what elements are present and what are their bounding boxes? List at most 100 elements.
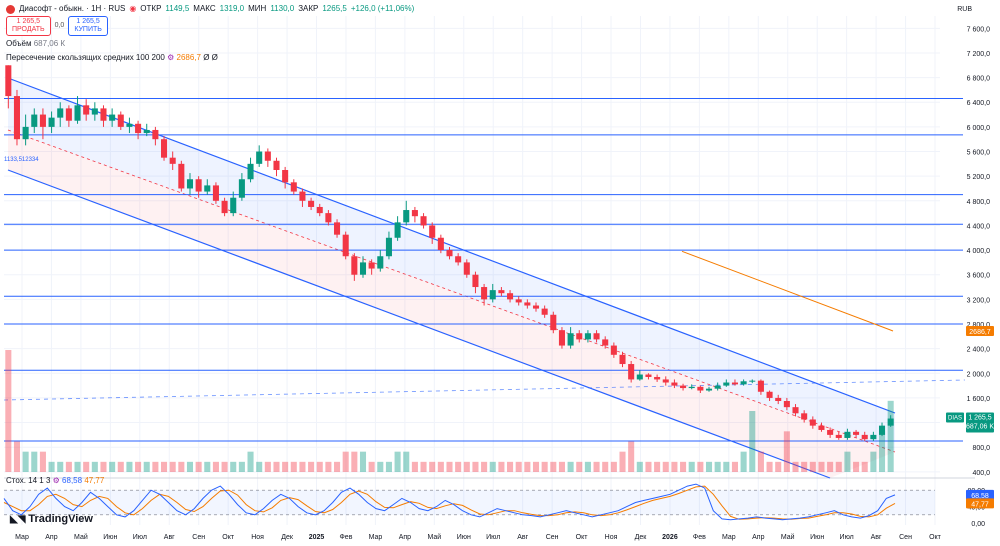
candle-body (5, 65, 12, 97)
candle-body (818, 425, 825, 430)
currency-label[interactable]: RUB (957, 6, 972, 13)
x-tick-label: Дек (635, 534, 648, 541)
candle-body (48, 117, 55, 127)
candle-body (576, 333, 583, 340)
volume-bar (247, 451, 254, 472)
candle-body (238, 179, 245, 198)
volume-bar (342, 451, 349, 472)
close-value: 1265,5 (322, 4, 347, 13)
volume-bar (334, 461, 341, 472)
candle-body (870, 434, 877, 440)
buy-button[interactable]: 1 265,5 КУПИТЬ (68, 16, 108, 36)
volume-bar (870, 451, 877, 472)
stoch-label: Стох. 14 1 3 (6, 476, 51, 485)
candle-body (662, 379, 669, 383)
volume-bar (299, 461, 306, 472)
volume-bar (775, 461, 782, 472)
candle-body (161, 139, 168, 158)
y-tick-label: 6 800,0 (967, 76, 990, 83)
candle-body (256, 151, 263, 164)
candle-body (887, 418, 894, 426)
volume-bar (48, 461, 55, 472)
candle-body (212, 185, 219, 201)
volume-bar (169, 461, 176, 472)
volume-bar (740, 451, 747, 472)
time-axis[interactable]: Мар Апр Май Июн Июл Авг Сен Окт Ноя Дек 2025 Фев Мар… (4, 157, 942, 541)
candle-body (481, 287, 488, 300)
volume-bar (705, 461, 713, 472)
volume-bar (550, 461, 557, 472)
stoch-settings-icon[interactable]: ⚙ (52, 476, 60, 485)
y-tick-label: 2 800,0 (967, 322, 990, 329)
price-axis[interactable]: 7 600,0 7 200,0 6 800,0 6 400,0 6 000,0 5 600… (967, 26, 990, 528)
candle-body (282, 170, 289, 183)
settings-icon[interactable]: ⚙ (167, 53, 175, 62)
x-tick-label: Июл (840, 534, 854, 541)
candle-body (705, 388, 713, 391)
eye-icon[interactable]: ◉ (129, 4, 137, 13)
volume-bar (325, 461, 332, 472)
volume-bar (212, 461, 219, 472)
channel-fill-upper (8, 78, 895, 452)
candle-body (13, 96, 21, 140)
volume-bar (671, 461, 678, 472)
stoch-tag-value: 47,77 (971, 501, 989, 508)
volume-bar (221, 461, 228, 472)
candle-body (645, 374, 652, 377)
candle-body (100, 108, 107, 121)
x-tick-label: Дек (281, 534, 294, 541)
candle-body (316, 206, 323, 214)
candle-body (39, 114, 46, 127)
x-tick-label: Фев (693, 534, 706, 541)
x-tick-label: Сен (192, 534, 205, 541)
candle-body (654, 376, 661, 380)
close-label: ЗАКР (298, 4, 319, 13)
candle-body (584, 333, 591, 340)
candle-body (455, 256, 462, 263)
y-tick-label: 5 200,0 (967, 174, 990, 181)
stoch-legend[interactable]: Стох. 14 1 3 ⚙ 68,58 47,77 (6, 476, 104, 485)
symbol-title[interactable]: Диасофт - обыкн. · 1Н · RUS (19, 4, 126, 13)
candle-body (688, 386, 695, 389)
ma-legend[interactable]: Пересечение скользящих средних 100 200 ⚙… (6, 53, 414, 63)
tradingview-mark-icon: ◣◥ (10, 513, 26, 525)
symbol-logo-icon (6, 4, 15, 14)
candle-body (247, 163, 254, 180)
candle-body (827, 429, 834, 435)
brand-name: TradingView (28, 513, 93, 525)
candle-body (135, 123, 142, 134)
volume-bar (558, 461, 565, 472)
volume-bar (878, 431, 886, 472)
candle-body (697, 386, 704, 391)
candle-body (680, 385, 687, 389)
candle-body (636, 374, 643, 380)
candle-body (775, 397, 782, 401)
candle-body (204, 185, 211, 192)
volume-bar (22, 451, 29, 472)
left-price-label: 1133,512334 (4, 157, 39, 163)
y-tick-label: 7 600,0 (967, 26, 990, 33)
volume-bar (723, 461, 730, 472)
y-tick-label: 400,0 (972, 470, 990, 477)
symbol-tag-box (946, 412, 964, 423)
x-tick-label: 2025 (309, 534, 325, 541)
candle-body (878, 425, 886, 435)
candle-body (489, 290, 496, 300)
volume-bar (688, 461, 695, 472)
stoch-tick-label: 0,00 (971, 521, 985, 528)
x-tick-label: Май (74, 533, 88, 541)
regression-channel (3, 77, 966, 479)
volume-bar (887, 400, 894, 472)
x-tick-label: Сен (899, 534, 912, 541)
volume-bar (273, 461, 280, 472)
volume-bar (13, 441, 21, 472)
volume-bar (809, 461, 816, 472)
volume-legend[interactable]: Объём 687,06 К (6, 39, 414, 49)
volume-bar (602, 461, 609, 472)
candle-body (463, 262, 470, 275)
candle-body (83, 105, 90, 115)
sell-button[interactable]: 1 265,5 ПРОДАТЬ (6, 16, 51, 36)
ma-price-value: 2686,7 (969, 329, 991, 336)
candle-body (117, 114, 124, 127)
